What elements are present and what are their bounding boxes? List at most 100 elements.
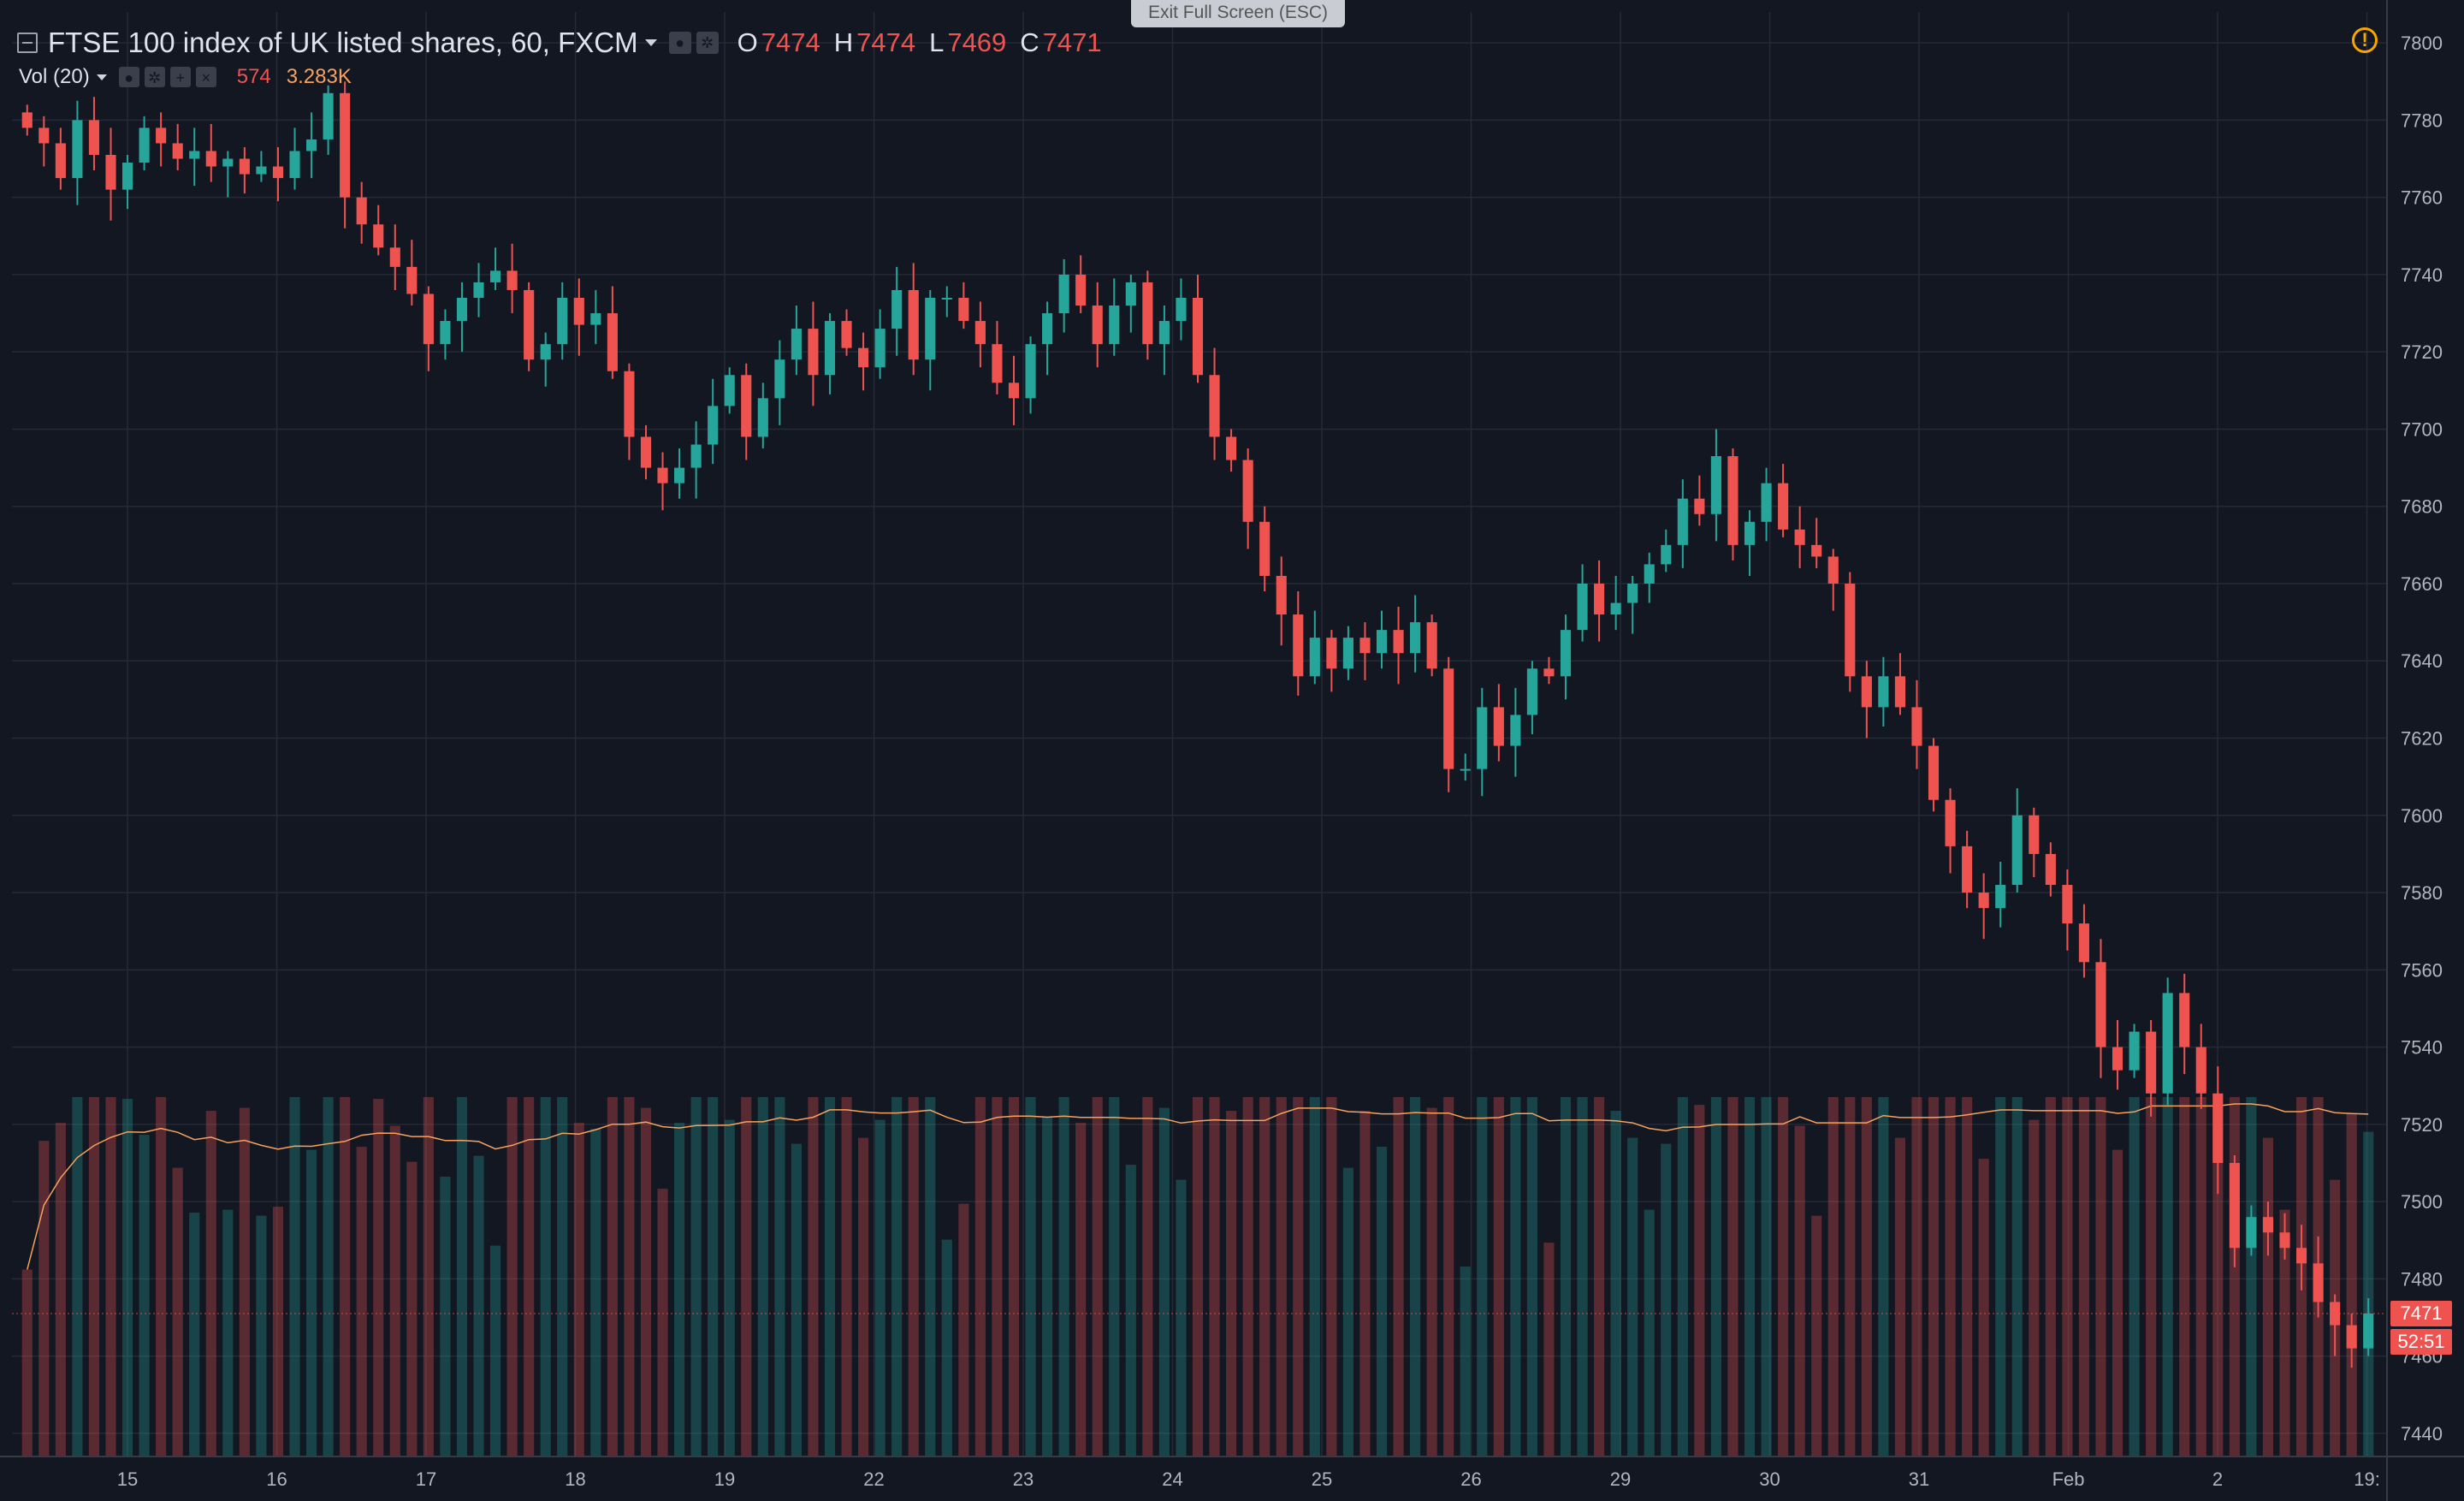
candle-body [21, 112, 33, 128]
volume-bar [2195, 1097, 2206, 1457]
volume-bar [1259, 1097, 1270, 1457]
candle-body [1075, 274, 1087, 306]
candle-body [1526, 668, 1537, 715]
candle-body [189, 151, 200, 159]
gear-icon[interactable]: ✲ [696, 32, 719, 54]
volume-bar [1543, 1243, 1555, 1457]
volume-bar [456, 1097, 468, 1457]
eye-icon[interactable]: ● [118, 67, 139, 87]
volume-dropdown-caret-icon[interactable] [96, 74, 107, 80]
volume-bar [1594, 1097, 1605, 1457]
candle-body [1761, 483, 1772, 522]
volume-bar [1426, 1107, 1437, 1457]
exit-fullscreen-button[interactable]: Exit Full Screen (ESC) [1131, 0, 1345, 27]
candle-body [1410, 622, 1421, 654]
volume-bar [2112, 1149, 2123, 1457]
plus-icon[interactable]: + [169, 67, 191, 87]
candle-body [1125, 282, 1136, 306]
volume-bar [1577, 1097, 1588, 1457]
volume-bar [2062, 1097, 2073, 1457]
candle-body [908, 289, 919, 360]
candle-body [2295, 1248, 2307, 1264]
low-label: L [929, 27, 945, 57]
candle-body [1995, 885, 2006, 909]
time-tick-label: 17 [416, 1468, 436, 1490]
candle-body [540, 344, 551, 360]
volume-bar [1393, 1097, 1404, 1457]
price-tick-label: 7500 [2401, 1191, 2443, 1213]
candle-body [2179, 993, 2190, 1047]
volume-bar [1694, 1105, 1705, 1457]
time-tick-label: 24 [1162, 1468, 1182, 1490]
volume-bar [741, 1097, 752, 1457]
candle-body [1176, 297, 1187, 322]
volume-bar [841, 1097, 852, 1457]
volume-bar [2279, 1209, 2290, 1457]
candle-body [1577, 583, 1588, 631]
candle-body [925, 297, 936, 360]
volume-bar [2129, 1097, 2140, 1457]
candle-body [222, 158, 234, 167]
candle-body [1158, 321, 1170, 345]
candle-body [1962, 845, 1973, 893]
volume-bar [323, 1097, 334, 1457]
price-tick-label: 7660 [2401, 573, 2443, 595]
chart-grid [12, 12, 2387, 1457]
candle-body [2011, 815, 2023, 886]
volume-bar [2212, 1097, 2224, 1457]
volume-bar [1945, 1097, 1956, 1457]
price-tick-label: 7580 [2401, 882, 2443, 904]
volume-bar [340, 1097, 351, 1457]
candle-body [2212, 1093, 2224, 1163]
volume-bar [121, 1099, 133, 1457]
candle-body [1627, 583, 1638, 603]
price-tick-label: 7620 [2401, 728, 2443, 750]
candle-body [1778, 483, 1789, 530]
collapse-icon[interactable] [17, 33, 38, 53]
volume-bar [1744, 1097, 1756, 1457]
volume-bar [1610, 1111, 1621, 1457]
candle-body [791, 329, 802, 360]
candle-body [590, 313, 601, 325]
symbol-title[interactable]: FTSE 100 index of UK listed shares, 60, … [48, 27, 638, 58]
volume-bar [1309, 1097, 1320, 1457]
gear-icon[interactable]: ✲ [144, 67, 165, 87]
time-tick-label: 16 [266, 1468, 287, 1490]
volume-bar [657, 1189, 668, 1457]
volume-bar [272, 1207, 284, 1457]
volume-bar [1861, 1097, 1872, 1457]
volume-bar [1526, 1097, 1537, 1457]
candle-body [256, 166, 267, 175]
volume-bar [774, 1097, 785, 1457]
candle-body [708, 406, 719, 445]
candle-body [473, 282, 484, 298]
volume-bar [674, 1123, 685, 1457]
close-icon[interactable]: × [195, 67, 216, 87]
time-tick-label: Feb [2052, 1468, 2085, 1490]
candle-body [55, 143, 66, 179]
candle-body [156, 128, 167, 144]
candle-body [1644, 564, 1655, 584]
volume-bar [974, 1097, 986, 1457]
eye-icon[interactable]: ● [668, 32, 691, 54]
candle-body [557, 297, 568, 345]
candle-body [389, 247, 400, 267]
candle-body [1827, 556, 1839, 584]
candle-body [1661, 544, 1672, 565]
candle-body [941, 297, 952, 300]
candle-body [1493, 707, 1504, 746]
candle-body [440, 321, 451, 345]
volume-bar [908, 1097, 919, 1457]
volume-bar [2095, 1097, 2106, 1457]
high-value: 7474 [856, 27, 916, 57]
candle-body [1008, 383, 1020, 399]
candle-body [1025, 344, 1036, 399]
candle-body [1894, 676, 1905, 708]
volume-legend: Vol (20) ● ✲ + × 574 3.283K [19, 63, 352, 91]
dropdown-caret-icon[interactable] [644, 39, 657, 46]
volume-label[interactable]: Vol (20) [19, 65, 90, 88]
candle-body [2279, 1232, 2290, 1249]
alert-icon[interactable]: ! [2352, 27, 2378, 53]
volume-bar [1493, 1097, 1504, 1457]
